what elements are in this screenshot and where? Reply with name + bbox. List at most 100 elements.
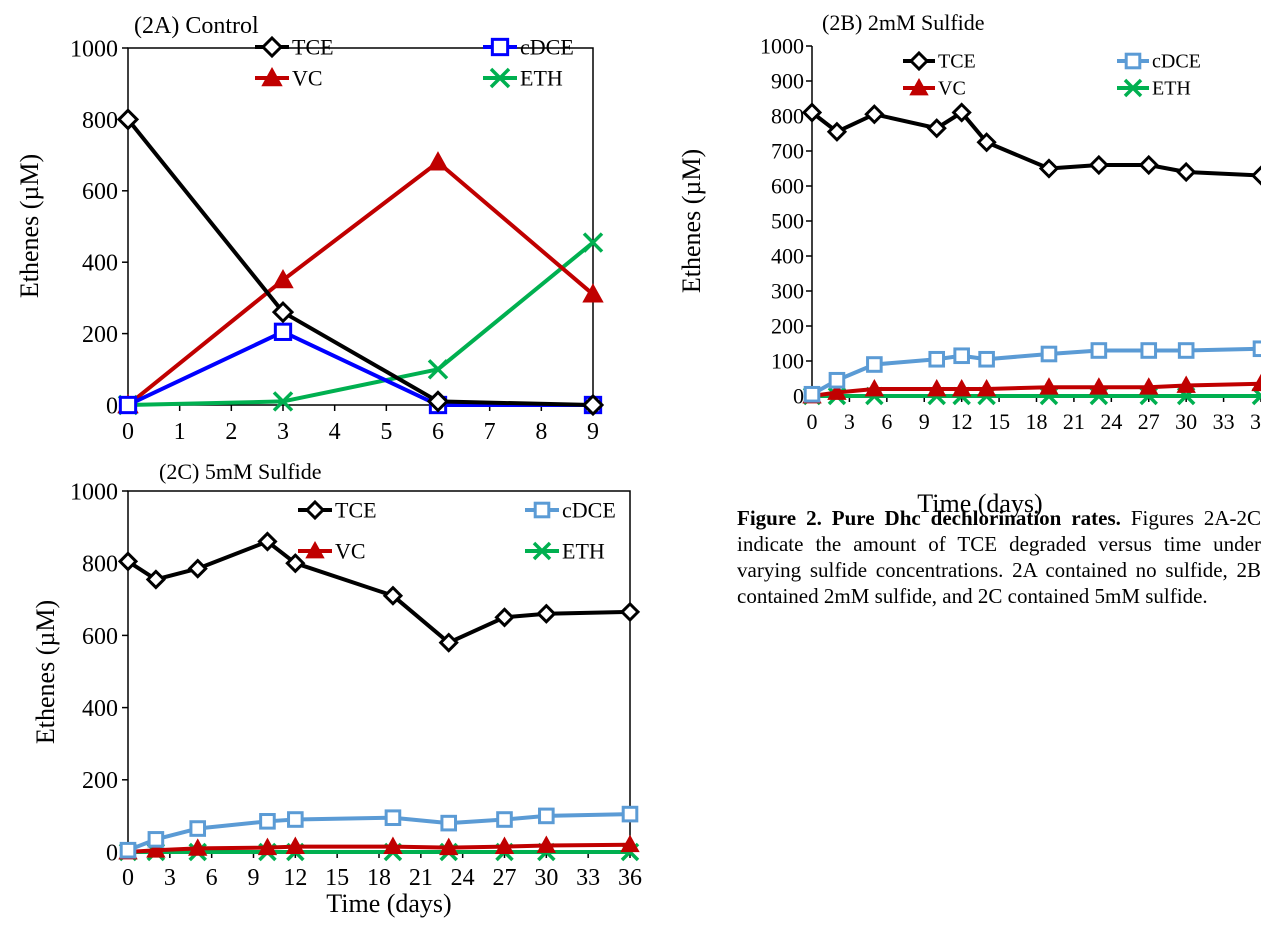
x-tick-label: 7 — [484, 419, 496, 445]
data-point-tce — [494, 607, 515, 628]
x-tick-label: 6 — [432, 419, 444, 445]
data-point-vc — [582, 283, 604, 303]
data-point-cdce — [118, 395, 138, 415]
data-point-vc — [1089, 377, 1109, 395]
data-point-cdce — [273, 322, 293, 341]
legend-swatch-marker — [489, 67, 511, 89]
legend-item-eth: ETH — [1117, 78, 1191, 100]
y-tick-label: 1000 — [760, 34, 804, 59]
x-tick-label: 12 — [283, 865, 307, 891]
series-tce — [117, 531, 641, 653]
series-cdce — [803, 340, 1261, 403]
legend: TCE cDCE VC ETH — [255, 34, 574, 90]
data-point-vc — [864, 378, 885, 397]
data-point-tce — [619, 601, 641, 623]
x-tick-label: 5 — [380, 419, 392, 445]
series-line-tce — [126, 539, 631, 645]
legend-item-cdce: cDCE — [525, 497, 616, 522]
legend-swatch-marker — [304, 499, 326, 521]
chart-2a-control: (2A) Control 0 200 400 600 800 1000 0 1 2 3 4 5 6 7 8 9 E… — [15, 13, 605, 445]
legend-swatch-marker — [532, 541, 552, 561]
data-point-vc — [257, 837, 278, 856]
data-point-vc — [1139, 377, 1159, 395]
data-point-tce — [864, 104, 885, 125]
y-axis-label: Ethenes (µM) — [15, 154, 44, 298]
series-line-cdce — [127, 812, 631, 853]
x-tick-label: 9 — [919, 409, 930, 434]
figure-caption: Figure 2. Pure Dhc dechlorination rates.… — [737, 505, 1261, 609]
y-tick-label: 1000 — [70, 36, 118, 62]
legend-item-vc: VC — [255, 65, 323, 90]
series-line-tce — [126, 118, 594, 407]
legend-swatch-marker — [490, 37, 510, 57]
data-point-vc — [439, 837, 459, 856]
y-tick-label: 900 — [771, 69, 804, 94]
data-point-cdce — [1252, 340, 1261, 358]
data-point-vc — [272, 268, 294, 289]
x-tick-label: 18 — [367, 865, 391, 891]
data-point-cdce — [287, 811, 304, 828]
legend-swatch-marker — [1124, 52, 1142, 70]
data-point-cdce — [538, 807, 555, 825]
x-tick-label: 9 — [587, 419, 599, 445]
data-point-cdce — [147, 831, 165, 848]
y-tick-label: 400 — [771, 244, 804, 269]
data-point-tce — [426, 390, 450, 413]
legend-swatch-marker — [908, 50, 930, 72]
series-cdce — [119, 805, 639, 859]
x-tick-label: 3 — [844, 409, 855, 434]
data-point-vc — [146, 840, 166, 858]
x-tick-label: 6 — [206, 865, 218, 891]
x-tick-label: 8 — [535, 419, 547, 445]
data-point-eth — [272, 391, 294, 412]
data-point-cdce — [440, 814, 458, 832]
series-eth — [117, 232, 604, 416]
legend-item-vc: VC — [298, 538, 366, 563]
data-point-vc — [827, 382, 847, 400]
data-point-vc — [188, 838, 208, 856]
data-point-tce — [116, 108, 140, 131]
data-point-tce — [1250, 165, 1261, 186]
x-tick-label: 4 — [329, 419, 341, 445]
series-tce — [116, 108, 605, 417]
legend-item-cdce: cDCE — [1117, 51, 1201, 73]
data-point-vc — [383, 836, 403, 854]
data-point-tce — [1176, 161, 1197, 183]
x-tick-label: 21 — [1063, 409, 1085, 434]
caption-title: Figure 2. Pure Dhc dechlorination rates. — [737, 506, 1121, 530]
data-point-cdce — [496, 811, 513, 828]
data-point-cdce — [1140, 342, 1158, 359]
legend-item-cdce: cDCE — [483, 34, 574, 59]
data-point-vc — [620, 834, 640, 853]
y-tick-label: 500 — [771, 209, 804, 234]
data-point-vc — [494, 836, 515, 854]
y-tick-label: 100 — [771, 349, 804, 374]
x-tick-label: 18 — [1026, 409, 1048, 434]
x-tick-label: 30 — [1175, 409, 1197, 434]
data-point-cdce — [189, 820, 207, 837]
data-point-tce — [581, 393, 605, 417]
data-point-cdce — [119, 841, 137, 859]
plot-frame — [127, 47, 594, 406]
legend-label: ETH — [520, 65, 563, 90]
data-point-tce — [438, 632, 459, 653]
series-tce — [801, 102, 1261, 186]
y-tick-label: 200 — [82, 768, 118, 794]
data-point-cdce — [978, 350, 995, 368]
legend-label: TCE — [292, 34, 334, 59]
x-tick-label: 15 — [988, 409, 1010, 434]
legend-item-vc: VC — [903, 78, 966, 100]
data-point-vc — [285, 836, 306, 854]
data-point-vc — [427, 151, 449, 171]
data-point-cdce — [803, 385, 821, 403]
data-point-vc — [951, 378, 972, 397]
series-line-eth — [127, 241, 595, 407]
legend-swatch-marker — [260, 35, 284, 59]
x-axis-label: Time (days) — [917, 489, 1042, 518]
x-tick-label: 36 — [1250, 409, 1261, 434]
legend-item-eth: ETH — [525, 538, 605, 563]
legend-item-tce: TCE — [298, 497, 377, 522]
series-line-cdce — [127, 329, 593, 407]
legend-swatch-marker — [261, 66, 283, 87]
